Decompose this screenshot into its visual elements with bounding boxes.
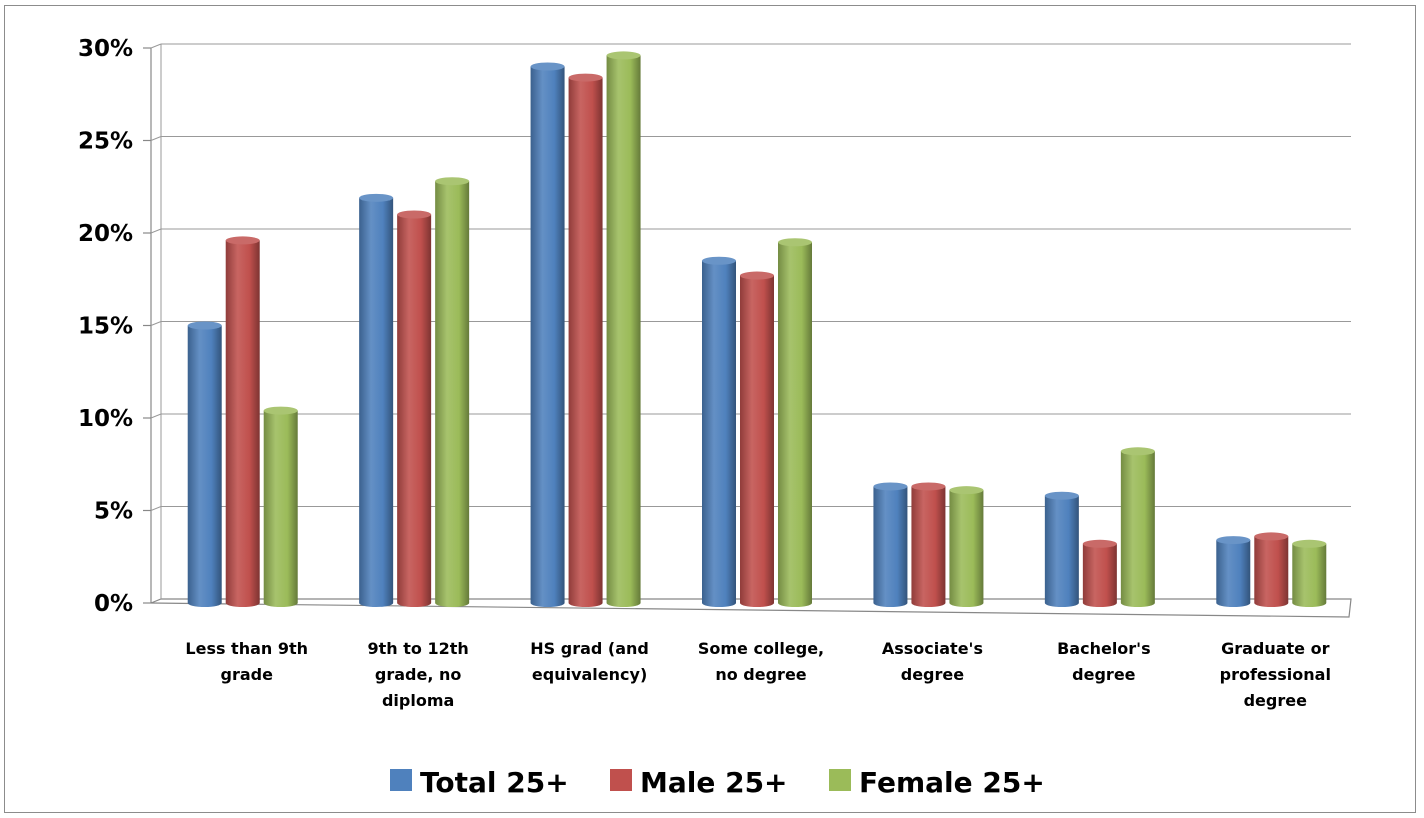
bar-cap — [530, 62, 565, 71]
legend-label: Total 25+ — [420, 766, 569, 799]
bar-cap — [778, 238, 812, 247]
x-category-label: HS grad (and equivalency) — [530, 639, 649, 684]
bar-body — [187, 325, 222, 607]
bar-cap — [1254, 532, 1289, 541]
legend-swatch — [829, 769, 851, 791]
x-category-label: Graduate or professional degree — [1220, 639, 1331, 710]
legend-label: Female 25+ — [859, 766, 1045, 799]
bar-cap — [1120, 447, 1155, 456]
bar-cap — [1292, 539, 1327, 548]
bar-body — [263, 410, 298, 607]
bar-body — [740, 275, 774, 607]
bar-male-25--6 — [1254, 532, 1289, 607]
bar-body — [568, 77, 603, 608]
bar-body — [606, 55, 641, 607]
bar-body — [702, 260, 736, 607]
y-tick-label: 10% — [78, 406, 133, 432]
bar-cap — [187, 321, 222, 330]
bar-body — [949, 490, 984, 607]
bar-body — [778, 242, 812, 607]
bar-chart: 0% 5% 10% 15% 20% 25% 30% Less than 9th grade 9t… — [78, 36, 1352, 799]
y-tick-label: 15% — [78, 314, 133, 340]
bar-cap — [740, 271, 774, 280]
bar-total-25--4 — [873, 482, 908, 607]
legend-swatch — [610, 769, 632, 791]
bar-total-25--5 — [1044, 491, 1079, 607]
bar-cap — [1044, 491, 1079, 500]
bar-body — [1082, 543, 1117, 607]
x-category-label: Bachelor's degree — [1057, 639, 1151, 684]
gridline-depth — [150, 228, 162, 234]
bar-female-25--0 — [263, 406, 298, 607]
bar-cap — [359, 193, 394, 202]
bar-cap — [702, 256, 736, 265]
bar-body — [1292, 543, 1327, 607]
bar-cap — [1216, 536, 1251, 545]
gridline-depth — [150, 413, 162, 419]
bar-female-25--5 — [1120, 447, 1155, 607]
y-tick-label: 5% — [94, 499, 133, 525]
bar-male-25--3 — [740, 271, 774, 607]
bar-body — [225, 240, 260, 607]
bar-female-25--4 — [949, 486, 984, 607]
x-category-label: Some college, no degree — [698, 639, 824, 684]
bar-cap — [949, 486, 984, 495]
bar-body — [1254, 536, 1289, 607]
y-tick-label: 20% — [78, 221, 133, 247]
bar-cap — [873, 482, 908, 491]
bars — [187, 51, 1327, 608]
bar-body — [359, 197, 394, 607]
bar-body — [1044, 495, 1079, 607]
bar-body — [1120, 451, 1155, 607]
bar-cap — [435, 177, 470, 186]
bar-female-25--2 — [606, 51, 641, 607]
y-tick-label: 0% — [94, 591, 133, 617]
y-tick-label: 30% — [78, 36, 133, 62]
bar-cap — [263, 406, 298, 415]
bar-cap — [568, 73, 603, 82]
bar-total-25--0 — [187, 321, 222, 607]
gridline-depth — [150, 136, 162, 141]
bar-body — [1216, 540, 1251, 607]
bar-cap — [911, 482, 946, 491]
bar-cap — [397, 210, 432, 219]
bar-male-25--1 — [397, 210, 432, 607]
y-axis-ticks: 0% 5% 10% 15% 20% 25% 30% — [78, 36, 133, 617]
bar-female-25--1 — [435, 177, 470, 607]
bar-male-25--0 — [225, 236, 260, 607]
bar-male-25--4 — [911, 482, 946, 607]
bar-total-25--3 — [702, 256, 736, 607]
bar-male-25--5 — [1082, 539, 1117, 607]
legend-item-2: Female 25+ — [829, 766, 1045, 799]
bar-cap — [606, 51, 641, 60]
bar-female-25--6 — [1292, 539, 1327, 607]
bar-total-25--6 — [1216, 536, 1251, 607]
bar-body — [911, 486, 946, 607]
legend-label: Male 25+ — [640, 766, 788, 799]
bar-male-25--2 — [568, 73, 603, 608]
bar-cap — [1082, 539, 1117, 548]
legend: Total 25+ Male 25+ Female 25+ — [390, 766, 1045, 799]
legend-item-0: Total 25+ — [390, 766, 569, 799]
gridline-depth — [150, 506, 162, 511]
bar-body — [435, 181, 470, 607]
bar-body — [397, 214, 432, 607]
bar-total-25--2 — [530, 62, 565, 607]
bar-female-25--3 — [778, 238, 812, 607]
bar-body — [873, 486, 908, 607]
legend-item-1: Male 25+ — [610, 766, 788, 799]
x-category-label: Associate's degree — [882, 639, 983, 684]
bar-body — [530, 66, 565, 607]
x-category-label: Less than 9th grade — [185, 639, 308, 684]
bar-cap — [225, 236, 260, 245]
chart-frame: 0% 5% 10% 15% 20% 25% 30% Less than 9th grade 9t… — [4, 5, 1416, 813]
gridline-depth — [150, 43, 162, 49]
legend-swatch — [390, 769, 412, 791]
bar-total-25--1 — [359, 193, 394, 607]
x-category-label: 9th to 12th grade, no diploma — [368, 639, 469, 710]
y-tick-label: 25% — [78, 129, 133, 155]
category-labels: Less than 9th grade 9th to 12th grade, no di… — [185, 639, 1331, 710]
gridline-depth — [150, 321, 162, 326]
